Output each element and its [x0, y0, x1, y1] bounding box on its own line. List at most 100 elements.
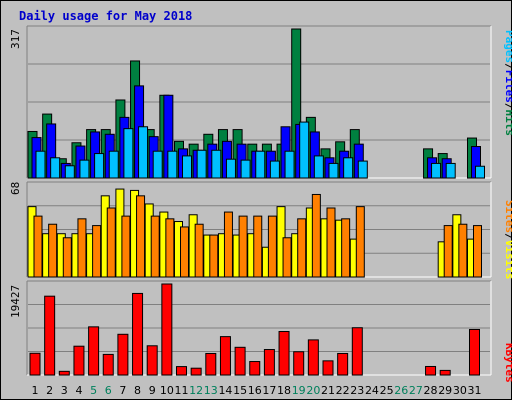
day-label-1: 1: [32, 384, 39, 397]
bar-sites-day-15: [238, 215, 248, 278]
bar-kbytes-day-22: [337, 352, 349, 376]
legend-hits: Hits: [503, 110, 512, 137]
bar-kbytes-day-3: [58, 370, 70, 376]
bar-sites-day-9: [150, 215, 160, 278]
bar-kbytes-day-20: [307, 339, 319, 376]
bar-sites-day-31: [473, 225, 482, 278]
panel-hits_files_pages: [26, 25, 492, 179]
bar-kbytes-day-12: [190, 367, 202, 376]
panel1-max-label: 317: [9, 29, 22, 49]
bar-kbytes-day-6: [102, 353, 114, 376]
bar-pages-day-5: [94, 153, 105, 179]
bar-sites-day-4: [77, 218, 87, 278]
panel-kbytes: [26, 280, 492, 376]
bar-pages-day-31: [475, 165, 485, 179]
legend-files: Files: [503, 70, 512, 103]
bar-sites-day-5: [92, 225, 102, 278]
legend-sep: /: [503, 233, 512, 240]
bar-pages-day-17: [269, 160, 280, 179]
day-label-4: 4: [75, 384, 82, 397]
legend-kbytes: KBytes: [503, 343, 512, 383]
day-label-18: 18: [277, 384, 291, 397]
bar-kbytes-day-5: [88, 326, 100, 376]
day-label-8: 8: [134, 384, 141, 397]
bar-sites-day-21: [326, 207, 336, 278]
panel1-legend: Pages/Files/Hits: [503, 30, 512, 136]
day-labels: 1 2 3 4 5 6 7 8 9 10 11 12 13 14 15 16 17 18 19 20 21 22 23 24 2…: [32, 384, 482, 397]
bar-pages-day-3: [64, 165, 75, 179]
panel2-max-label: 68: [9, 182, 22, 195]
bar-kbytes-day-15: [234, 346, 246, 376]
day-label-17: 17: [262, 384, 276, 397]
bar-sites-day-30: [458, 223, 468, 278]
day-label-26: 26: [394, 384, 408, 397]
bar-sites-day-2: [48, 223, 58, 278]
day-label-19: 19: [292, 384, 306, 397]
bar-pages-day-20: [313, 155, 324, 179]
bar-sites-day-12: [194, 223, 204, 278]
bar-kbytes-day-17: [263, 349, 275, 376]
panel2-legend: Sites/Visits: [503, 200, 512, 280]
day-label-9: 9: [149, 384, 156, 397]
day-label-3: 3: [61, 384, 68, 397]
bar-kbytes-day-19: [293, 351, 305, 376]
bar-pages-day-11: [182, 155, 192, 179]
bar-sites-day-23: [355, 206, 365, 278]
day-label-22: 22: [336, 384, 350, 397]
bar-pages-day-2: [50, 157, 61, 179]
day-label-23: 23: [350, 384, 364, 397]
bar-sites-day-8: [136, 195, 146, 278]
day-label-10: 10: [160, 384, 174, 397]
bar-kbytes-day-29: [439, 369, 451, 376]
bar-kbytes-day-9: [146, 345, 158, 376]
day-label-21: 21: [321, 384, 335, 397]
bar-pages-day-22: [343, 157, 354, 179]
day-label-27: 27: [409, 384, 423, 397]
bar-kbytes-day-7: [117, 333, 129, 376]
bar-kbytes-day-31: [469, 328, 480, 376]
day-label-31: 31: [468, 384, 482, 397]
bar-kbytes-day-18: [278, 331, 290, 376]
bar-kbytes-day-11: [176, 366, 187, 376]
bar-sites-day-10: [165, 218, 175, 278]
bar-pages-day-16: [255, 150, 266, 179]
bar-sites-day-17: [267, 215, 277, 278]
bar-kbytes-day-14: [219, 336, 231, 376]
bar-sites-day-11: [180, 226, 189, 278]
bar-sites-day-6: [106, 207, 116, 278]
day-label-13: 13: [204, 384, 218, 397]
bar-pages-day-23: [357, 160, 368, 179]
legend-sites: Sites: [503, 200, 512, 233]
bar-pages-day-4: [79, 159, 90, 179]
bar-kbytes-day-16: [249, 361, 261, 376]
bar-pages-day-21: [328, 162, 339, 179]
panel3-legend: KBytes: [503, 343, 512, 383]
day-label-24: 24: [365, 384, 379, 397]
bar-pages-day-29: [445, 162, 456, 179]
bar-pages-day-18: [284, 150, 295, 179]
day-label-12: 12: [189, 384, 203, 397]
day-label-11: 11: [175, 384, 189, 397]
bar-pages-day-13: [211, 149, 222, 179]
bar-pages-day-1: [35, 150, 46, 179]
bar-kbytes-day-13: [205, 352, 217, 376]
panels-layer: [26, 25, 492, 376]
panel3-max-label: 19427: [9, 285, 22, 318]
bar-sites-day-22: [341, 218, 351, 278]
bar-sites-day-13: [209, 234, 219, 278]
legend-pages: Pages: [503, 30, 512, 63]
day-label-2: 2: [46, 384, 53, 397]
bar-pages-day-19: [299, 121, 310, 179]
bar-kbytes-day-21: [322, 360, 334, 376]
bar-kbytes-day-4: [73, 345, 85, 376]
bar-sites-day-20: [311, 193, 321, 278]
bar-pages-day-6: [108, 150, 119, 179]
chart-title: Daily usage for May 2018: [19, 9, 192, 23]
day-label-29: 29: [438, 384, 452, 397]
day-label-16: 16: [248, 384, 262, 397]
bar-sites-day-7: [121, 215, 131, 278]
legend-sep: /: [503, 103, 512, 110]
day-label-15: 15: [233, 384, 247, 397]
